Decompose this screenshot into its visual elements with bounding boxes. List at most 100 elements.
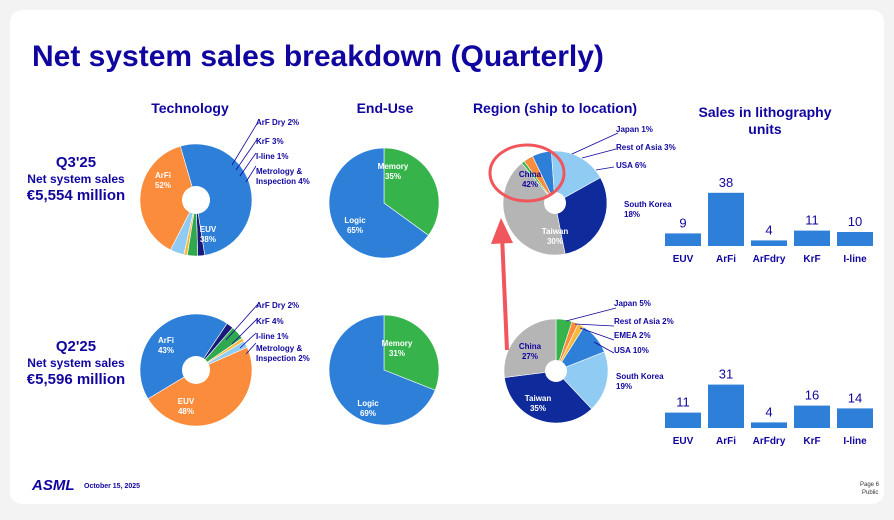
region_q2-donut-hole: [545, 360, 567, 382]
litho_q2-data-label: 4: [765, 404, 772, 419]
litho_q2-bar-arfi: [708, 384, 744, 428]
tech_q3-label-euv: EUV: [200, 225, 217, 234]
quarter-block-q2: Q2'25 Net system sales €5,596 million: [16, 338, 136, 389]
tech-q3-leader-arf-dry: [231, 121, 259, 166]
litho_q2-data-label: 14: [848, 390, 862, 405]
footer-date: October 15, 2025: [84, 483, 141, 490]
legend-label-metrology-2: Inspection 2%: [256, 354, 310, 363]
enduse_q3-slice-logic: [328, 147, 429, 259]
legend-label-south-korea: South Korea: [616, 372, 664, 381]
tech_q3-value-arfi: 52%: [155, 181, 171, 190]
enduse_q2-slice-logic: [328, 314, 436, 426]
enduse_q3-value-memory: 35%: [385, 172, 401, 181]
legend-label-metrology-2: Inspection 4%: [256, 177, 310, 186]
tech-q2-leader-arf-dry: [225, 303, 259, 341]
legend-label-usa: USA 10%: [614, 346, 649, 355]
quarter-metric-value: €5,554 million: [26, 187, 126, 204]
tech_q2-label-arfi: ArFi: [158, 336, 174, 345]
classification: Public: [862, 490, 879, 496]
litho-header-line1: Sales in lithography: [698, 104, 832, 120]
litho_q3-category-label: ArFi: [716, 254, 736, 265]
region-q2-leader-rest-of-asia: [574, 323, 615, 327]
enduse_q2-value-logic: 69%: [360, 409, 376, 418]
litho_q2-bar-i-line: [837, 408, 873, 428]
litho_q2-category-label: EUV: [673, 436, 694, 447]
slide: Net system sales breakdown (Quarterly) T…: [10, 10, 884, 504]
tech_q2-label-euv: EUV: [178, 397, 195, 406]
legend-label-krf: KrF 3%: [256, 137, 284, 146]
region_q2-label-china: China: [519, 342, 542, 351]
region_q2-label-taiwan: Taiwan: [525, 394, 552, 403]
quarter-label: Q2'25: [55, 338, 97, 355]
litho_q3-category-label: KrF: [803, 254, 820, 265]
legend-label-usa: USA 6%: [616, 161, 647, 170]
litho_q3-bar-i-line: [837, 232, 873, 246]
enduse_q3-slice-memory: [383, 147, 440, 236]
litho_q2-category-label: ArFi: [716, 436, 736, 447]
legend-label-arf-dry: ArF Dry 2%: [256, 118, 300, 127]
tech-q3-leader-iline: [239, 152, 257, 177]
enduse_q3-value-logic: 65%: [347, 226, 363, 235]
tech_q3-slice-euv: [139, 145, 197, 251]
enduse_q2-label-logic: Logic: [357, 399, 379, 408]
tech_q2-slice-euv: [147, 347, 253, 427]
highlight-arrow-shaft: [500, 234, 509, 351]
litho_q2-bar-euv: [665, 412, 701, 428]
enduse_q2-label-memory: Memory: [382, 339, 413, 348]
region_q3-slice-china: [502, 162, 566, 256]
enduse_q2-slice-memory: [383, 314, 440, 391]
tech_q3-slice-arfi: [180, 143, 253, 256]
region_q3-donut-hole: [544, 192, 566, 214]
region-header: Region (ship to location): [472, 100, 638, 116]
region-q3-leader-rest-of-asia: [581, 148, 617, 159]
region_q3-value-china: 42%: [522, 180, 538, 189]
region_q3-label-taiwan: Taiwan: [542, 227, 569, 236]
end-use-header: End-Use: [356, 100, 414, 116]
tech_q3-label-arfi: ArFi: [155, 171, 171, 180]
region-q2-leader-usa: [593, 341, 615, 354]
quarter-metric-value: €5,596 million: [26, 371, 126, 388]
region-q2-leader-japan: [565, 307, 617, 322]
litho_q3-data-label: 11: [805, 213, 819, 228]
litho_q3-data-label: 38: [719, 175, 733, 190]
tech-q2-leader-krf: [231, 317, 259, 345]
tech_q2-value-arfi: 43%: [158, 346, 174, 355]
tech-q3-leader-krf: [235, 137, 259, 171]
litho_q2-bar-arfdry: [751, 422, 787, 428]
legend-label-metrology: Metrology &: [256, 344, 303, 353]
region-q3-leader-usa: [595, 166, 615, 171]
litho_q3-bar-krf: [794, 230, 830, 246]
tech-q3-leader-metrology: [245, 165, 257, 183]
litho_q3-bar-euv: [665, 233, 701, 246]
legend-label-rest-of-asia: Rest of Asia 3%: [616, 143, 676, 152]
region-q3-leader-japan: [571, 132, 619, 155]
region_q3-label-china: China: [519, 170, 542, 179]
region_q3-slice-taiwan: [554, 177, 608, 255]
region_q2-slice-china: [503, 318, 557, 378]
legend-label-japan: Japan 5%: [614, 299, 651, 308]
litho_q3-category-label: EUV: [673, 254, 694, 265]
legend-label-iline: I-line 1%: [256, 332, 289, 341]
quarter-metric-label: Net system sales: [27, 172, 125, 186]
litho_q3-bar-arfdry: [751, 240, 787, 246]
litho_q3-data-label: 4: [765, 222, 772, 237]
litho_q2-data-label: 31: [719, 367, 733, 382]
tech-q2-leader-metrology: [245, 342, 257, 355]
litho_q2-category-label: I-line: [843, 436, 867, 447]
litho_q2-data-label: 16: [805, 388, 819, 403]
legend-label-iline: I-line 1%: [256, 152, 289, 161]
region_q3-value-taiwan: 30%: [547, 237, 563, 246]
litho_q2-category-label: KrF: [803, 436, 820, 447]
region-q2-leader-emea: [579, 327, 615, 341]
legend-label-arf-dry: ArF Dry 2%: [256, 301, 300, 310]
quarter-metric-label: Net system sales: [27, 356, 125, 370]
legend-label-emea: EMEA 2%: [614, 331, 651, 340]
page-title: Net system sales breakdown (Quarterly): [32, 40, 604, 73]
legend-label-south-korea: South Korea: [624, 200, 672, 209]
litho_q3-category-label: I-line: [843, 254, 867, 265]
tech_q3-donut-hole: [182, 186, 210, 214]
enduse_q3-label-logic: Logic: [344, 216, 366, 225]
litho_q2-bar-krf: [794, 405, 830, 428]
legend-label-rest-of-asia: Rest of Asia 2%: [614, 317, 674, 326]
